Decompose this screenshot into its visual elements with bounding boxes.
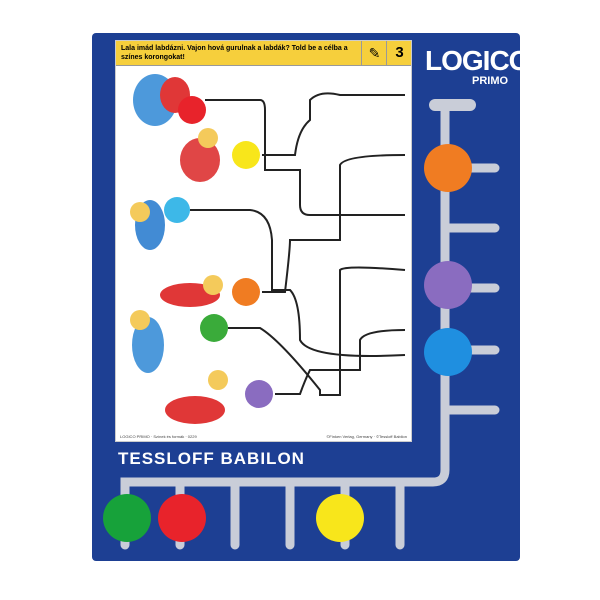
maze-lines	[190, 92, 406, 396]
ball-orange	[232, 278, 260, 306]
card-header: Lala imád labdázni. Vajon hová gurulnak …	[116, 41, 411, 66]
ball-green	[200, 314, 228, 342]
logico-logo: LOGICO	[425, 45, 530, 76]
publisher-brand: TESSLOFF BABILON	[118, 449, 305, 468]
card-footer: LOGICO PRIMO · Színek és formák · 0229 ©…	[120, 434, 407, 439]
disc-orange[interactable]	[424, 144, 472, 192]
logo-subtitle: PRIMO	[472, 75, 509, 87]
disc-purple[interactable]	[424, 261, 472, 309]
disc-yellow[interactable]	[316, 494, 364, 542]
ball-yellow	[232, 141, 260, 169]
task-number: 3	[386, 41, 412, 65]
lala-figures	[130, 74, 228, 424]
ball-red	[178, 96, 206, 124]
disc-red[interactable]	[158, 494, 206, 542]
pen-icon: ✎	[361, 41, 387, 65]
disc-green[interactable]	[103, 494, 151, 542]
ball-light-blue	[164, 197, 190, 223]
footer-right: ©Finken Verlag, Germany · ©Tessloff Babi…	[326, 434, 407, 439]
footer-left: LOGICO PRIMO · Színek és formák · 0229	[120, 434, 197, 439]
disc-blue[interactable]	[424, 328, 472, 376]
task-question: Lala imád labdázni. Vajon hová gurulnak …	[121, 45, 348, 61]
ball-purple	[245, 380, 273, 408]
